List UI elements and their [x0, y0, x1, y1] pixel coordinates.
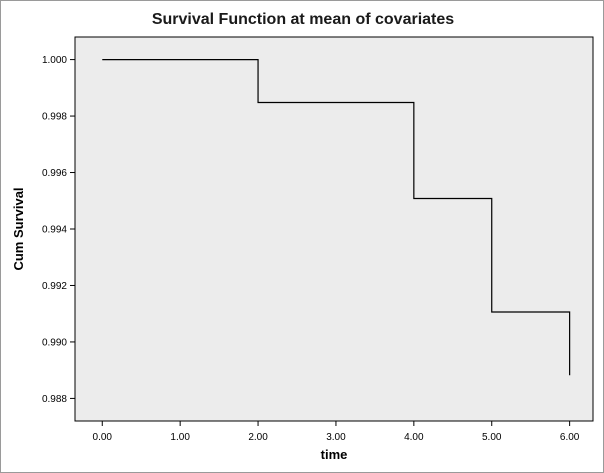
x-tick-label: 1.00	[170, 432, 190, 443]
x-axis-label: time	[321, 447, 348, 462]
y-tick-label: 0.998	[42, 112, 67, 123]
y-tick-label: 0.988	[42, 394, 67, 405]
y-tick-label: 0.994	[42, 225, 67, 236]
x-tick-label: 6.00	[560, 432, 580, 443]
y-axis-label: Cum Survival	[11, 187, 26, 270]
y-tick-label: 0.990	[42, 337, 67, 348]
y-tick-label: 0.992	[42, 281, 67, 292]
plot-area	[74, 36, 594, 422]
x-tick-label: 4.00	[404, 432, 424, 443]
y-tick-label: 1.000	[42, 55, 67, 66]
x-axis: 0.00 1.00 2.00 3.00 4.00 5.00 6.00	[93, 421, 580, 443]
x-tick-label: 3.00	[326, 432, 346, 443]
x-tick-label: 2.00	[248, 432, 268, 443]
chart-title: Survival Function at mean of covariates	[151, 11, 455, 28]
y-tick-label: 0.996	[42, 168, 67, 179]
y-axis: 1.000 0.998 0.996 0.994 0.992 0.990 0.988	[42, 55, 75, 405]
survival-step-line	[102, 58, 571, 376]
x-tick-label: 0.00	[93, 432, 113, 443]
x-tick-label: 5.00	[482, 432, 502, 443]
